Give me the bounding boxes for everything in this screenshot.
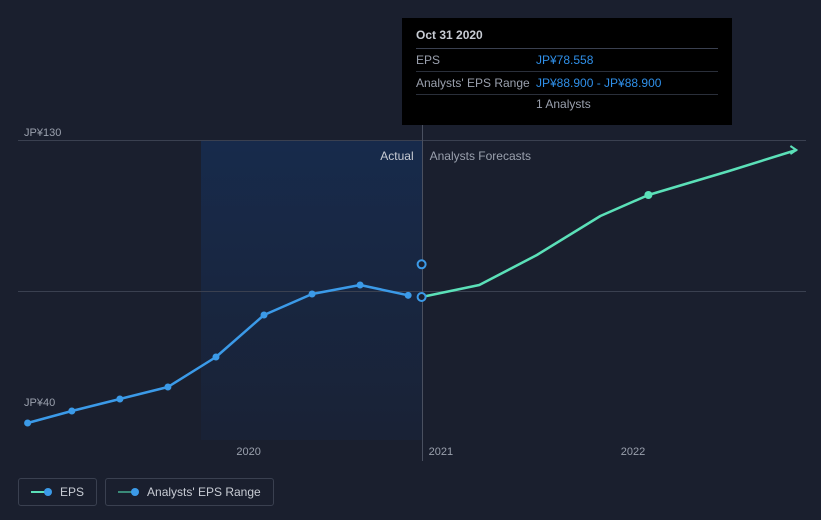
tooltip-row: EPSJP¥78.558: [416, 49, 718, 72]
y-axis-label: JP¥130: [24, 127, 61, 139]
eps-actual-point[interactable]: [357, 282, 364, 289]
eps-range-marker[interactable]: [418, 260, 426, 268]
chart-legend: EPS Analysts' EPS Range: [18, 478, 274, 506]
eps-actual-point[interactable]: [164, 384, 171, 391]
legend-swatch-icon: [118, 488, 139, 496]
tooltip-key: EPS: [416, 53, 536, 67]
eps-actual-point[interactable]: [24, 420, 31, 427]
tooltip-row: Analysts' EPS RangeJP¥88.900 - JP¥88.900: [416, 72, 718, 95]
x-axis-label: 2021: [429, 446, 453, 458]
tooltip-value: JP¥78.558: [536, 53, 593, 67]
legend-label: Analysts' EPS Range: [147, 485, 261, 499]
tooltip-key: Analysts' EPS Range: [416, 76, 536, 90]
chart-svg: [18, 141, 806, 441]
eps-actual-point[interactable]: [212, 354, 219, 361]
legend-label: EPS: [60, 485, 84, 499]
x-axis-label: 2022: [621, 446, 645, 458]
eps-forecast-line: [422, 150, 797, 297]
tooltip-subtext: 1 Analysts: [536, 97, 718, 111]
eps-actual-point[interactable]: [405, 292, 412, 299]
legend-item[interactable]: EPS: [18, 478, 97, 506]
eps-actual-point[interactable]: [309, 291, 316, 298]
eps-range-marker[interactable]: [418, 293, 426, 301]
eps-actual-line: [28, 285, 409, 423]
eps-actual-point[interactable]: [116, 396, 123, 403]
tooltip-value: JP¥88.900 - JP¥88.900: [536, 76, 661, 90]
x-axis-label: 2020: [236, 446, 260, 458]
legend-item[interactable]: Analysts' EPS Range: [105, 478, 274, 506]
tooltip-date: Oct 31 2020: [416, 28, 718, 49]
eps-chart: JP¥130JP¥40202020212022ActualAnalysts Fo…: [18, 120, 806, 460]
chart-tooltip: Oct 31 2020 EPSJP¥78.558Analysts' EPS Ra…: [402, 18, 732, 125]
eps-forecast-point[interactable]: [644, 191, 652, 199]
plot-area[interactable]: JP¥130JP¥40202020212022ActualAnalysts Fo…: [18, 140, 806, 440]
eps-actual-point[interactable]: [261, 312, 268, 319]
legend-swatch-icon: [31, 488, 52, 496]
eps-actual-point[interactable]: [68, 408, 75, 415]
